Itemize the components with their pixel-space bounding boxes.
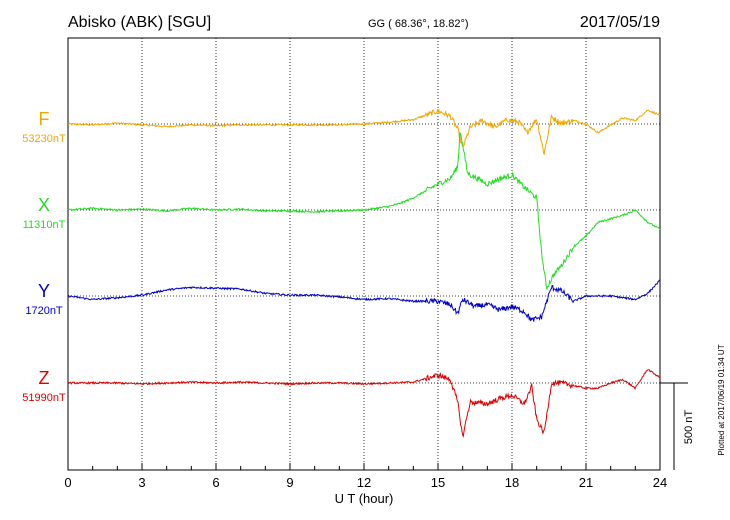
series-name-y: Y: [38, 281, 50, 301]
x-tick-label: 9: [286, 475, 293, 490]
series-baseline-y: 1720nT: [25, 305, 63, 317]
series-labels: F 53230nT X 11310nT Y 1720nT Z 51990nT: [22, 109, 66, 404]
x-tick-label: 21: [579, 475, 593, 490]
series-baseline-x: 11310nT: [23, 219, 66, 231]
grid-lines: [68, 38, 660, 470]
scale-bar-label: 500 nT: [683, 410, 695, 445]
series-name-x: X: [38, 195, 50, 215]
plotted-timestamp: Plotted at 2017/06/19 01:34 UT: [717, 344, 726, 455]
x-axis-label: U T (hour): [335, 491, 394, 506]
x-tick-label: 15: [431, 475, 445, 490]
scale-bar: 500 nT: [660, 382, 695, 470]
x-tick-label: 0: [64, 475, 71, 490]
series-line-z: [67, 369, 661, 438]
date-label: 2017/05/19: [580, 14, 660, 31]
series-lines: [67, 108, 661, 438]
series-baseline-f: 53230nT: [22, 133, 66, 145]
x-tick-label: 6: [212, 475, 219, 490]
series-name-z: Z: [39, 368, 50, 388]
series-line-x: [67, 131, 661, 290]
x-tick-label: 24: [653, 475, 667, 490]
series-name-f: F: [39, 109, 50, 129]
x-tick-label: 12: [357, 475, 371, 490]
x-tick-label: 18: [505, 475, 519, 490]
series-line-f: [67, 108, 660, 156]
x-tick-label: 3: [138, 475, 145, 490]
series-line-y: [67, 279, 661, 322]
coordinates-label: GG ( 68.36°, 18.82°): [368, 18, 469, 30]
x-ticks: [67, 463, 661, 470]
series-baseline-z: 51990nT: [22, 392, 66, 404]
x-tick-labels: 0 3 6 9 12 15 18 21 24: [64, 475, 667, 490]
station-title: Abisko (ABK) [SGU]: [68, 14, 211, 31]
